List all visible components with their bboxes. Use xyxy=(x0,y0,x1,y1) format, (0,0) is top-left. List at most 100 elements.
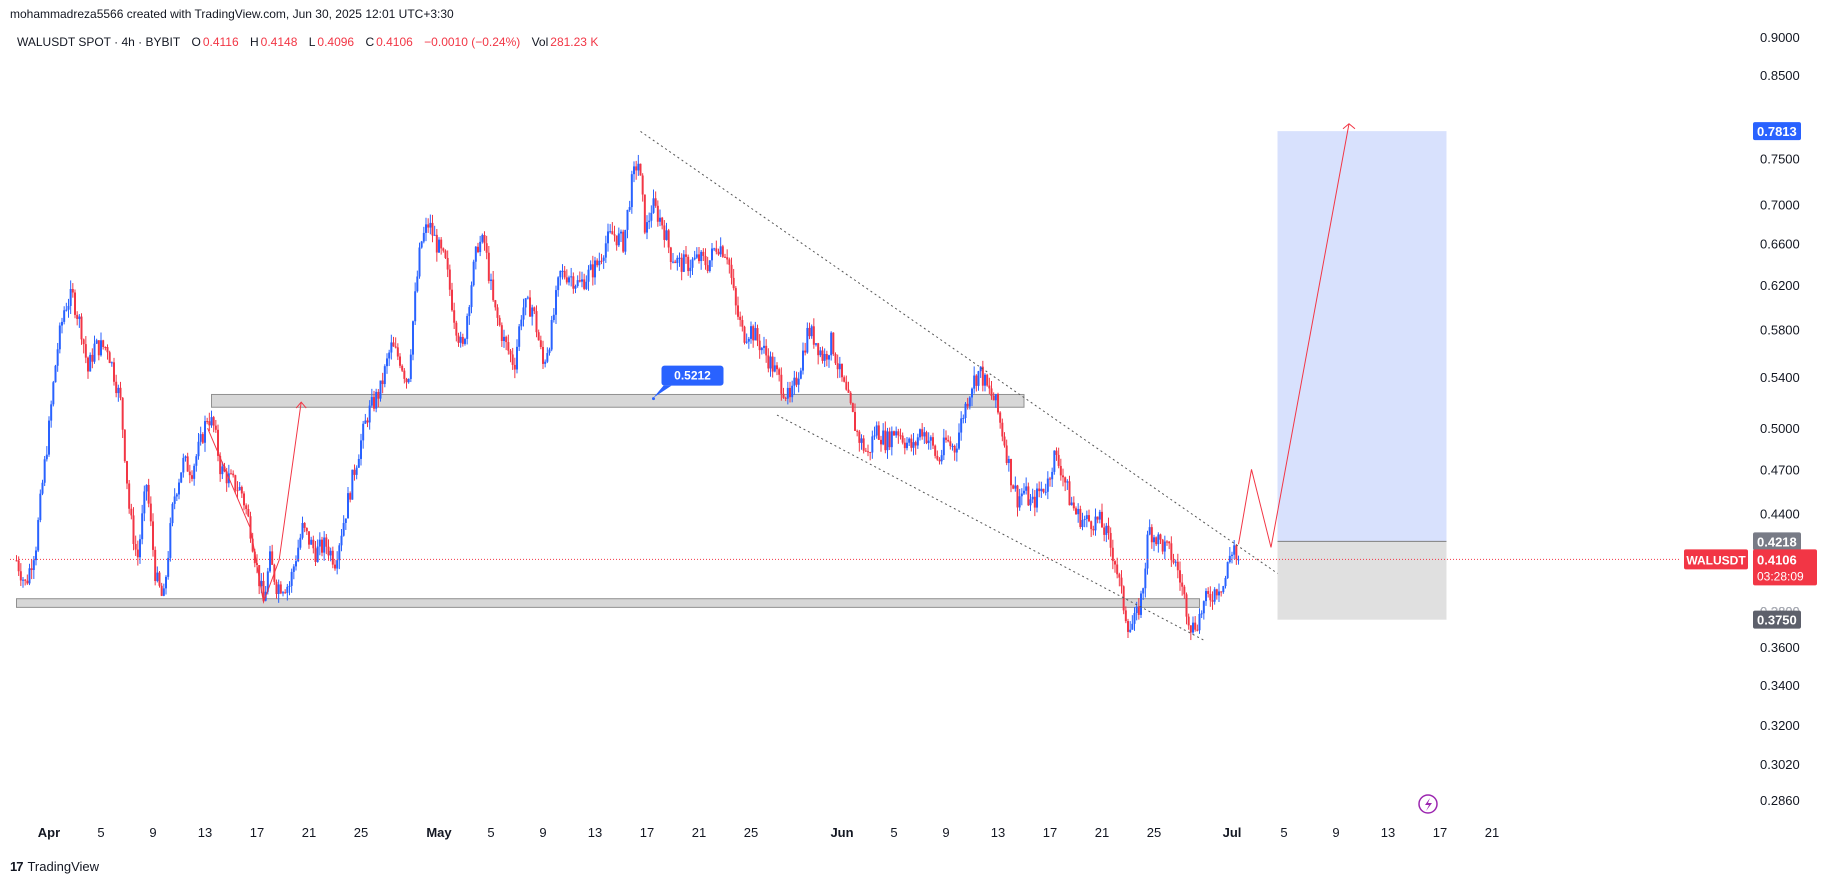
candle xyxy=(555,285,557,324)
candle xyxy=(1010,458,1012,493)
support-zone[interactable] xyxy=(16,598,1200,608)
candle-body xyxy=(331,550,334,565)
candle-body xyxy=(498,317,501,326)
candle-body xyxy=(208,421,211,426)
lower-trendline[interactable] xyxy=(776,414,1207,642)
candle-body xyxy=(698,254,700,262)
time-tick-label: 5 xyxy=(97,825,104,840)
candle-body xyxy=(206,421,209,423)
target-price-badge[interactable] xyxy=(1753,122,1801,141)
candle-body xyxy=(1181,582,1184,587)
price-tick-label: 0.5400 xyxy=(1760,370,1800,385)
time-tick-label: 17 xyxy=(1043,825,1057,840)
candle xyxy=(347,487,349,519)
candle xyxy=(331,546,334,569)
candle xyxy=(1083,515,1086,528)
candle-body xyxy=(1135,606,1138,614)
symbol-label[interactable]: WALUSDT SPOT · 4h · BYBIT xyxy=(17,35,181,49)
current-price-badge[interactable] xyxy=(1753,549,1817,586)
candle xyxy=(1202,600,1205,620)
candle xyxy=(95,338,98,345)
candle-body xyxy=(942,437,945,456)
candle xyxy=(685,245,687,264)
candle-body xyxy=(825,353,828,360)
candle-body xyxy=(1140,593,1142,615)
candle-body xyxy=(201,434,204,443)
entry-price-badge[interactable] xyxy=(1753,532,1801,551)
candle-body xyxy=(1122,586,1125,611)
price-axis[interactable]: 0.9000 0.8500 0.7500 0.7000 0.6600 0.6200 0.58… xyxy=(1684,30,1817,808)
candle xyxy=(992,392,995,401)
candle-body xyxy=(522,307,525,320)
resistance-zone[interactable] xyxy=(211,393,1025,408)
candle-body xyxy=(1040,488,1043,492)
candle xyxy=(1007,455,1010,472)
candle xyxy=(171,502,174,527)
candle xyxy=(708,260,711,273)
candle xyxy=(121,397,124,439)
candle xyxy=(633,161,635,183)
candle-body xyxy=(169,523,172,558)
candle-body xyxy=(529,297,531,317)
candle xyxy=(897,428,900,444)
candle-body xyxy=(563,270,566,278)
candle xyxy=(321,536,323,557)
candle-body xyxy=(1202,601,1205,614)
candle xyxy=(613,225,616,242)
candle-body xyxy=(396,347,399,357)
candle xyxy=(862,435,865,454)
candle-body xyxy=(91,354,94,362)
high-label: H xyxy=(250,35,259,49)
time-axis[interactable]: Apr 5 9 13 17 21 25 May 5 9 13 17 21 25 Jun 5 9 13 17 21 25 J… xyxy=(38,825,1499,840)
candle xyxy=(145,484,148,501)
candle-body xyxy=(178,482,180,495)
candle-body xyxy=(349,493,352,500)
stop-price-badge[interactable] xyxy=(1753,610,1801,629)
candle-body xyxy=(691,259,694,268)
candle-body xyxy=(321,539,323,553)
price-callout[interactable] xyxy=(661,365,724,386)
candle-body xyxy=(760,347,763,351)
projection-path[interactable] xyxy=(1238,123,1350,548)
candle xyxy=(899,428,902,440)
candle-body xyxy=(617,233,620,246)
candle-body xyxy=(1092,529,1095,531)
historic-swing-path[interactable] xyxy=(207,402,302,605)
candle xyxy=(412,320,414,361)
candle-body xyxy=(607,231,609,244)
candle xyxy=(362,420,365,449)
candle-body xyxy=(953,445,956,453)
alert-bolt-icon[interactable] xyxy=(1418,794,1438,814)
target-zone[interactable] xyxy=(1277,131,1447,542)
candle xyxy=(1053,450,1056,475)
candle xyxy=(1079,505,1082,529)
candle-body xyxy=(505,336,508,343)
candle xyxy=(643,194,646,235)
candle xyxy=(128,480,131,514)
candle xyxy=(524,297,527,316)
candle xyxy=(89,352,92,372)
candle xyxy=(628,200,631,212)
candle-body xyxy=(1007,458,1010,463)
candle-body xyxy=(752,326,755,341)
candle xyxy=(1224,575,1227,589)
candle-body xyxy=(986,374,989,386)
candle xyxy=(22,577,24,588)
candle xyxy=(1192,616,1194,635)
candle xyxy=(329,547,332,562)
candle xyxy=(877,421,880,440)
candle xyxy=(806,322,809,354)
candle-body xyxy=(370,397,373,406)
candle xyxy=(236,481,239,498)
candle xyxy=(67,298,70,318)
upper-trendline[interactable] xyxy=(640,130,1278,574)
candle xyxy=(32,556,35,579)
candle xyxy=(297,539,300,563)
candle xyxy=(422,226,425,244)
candle xyxy=(895,426,898,438)
candle-body xyxy=(132,515,135,544)
candle-body xyxy=(1057,454,1060,466)
stop-zone[interactable] xyxy=(1277,541,1447,620)
symbol-tag[interactable] xyxy=(1684,549,1748,570)
